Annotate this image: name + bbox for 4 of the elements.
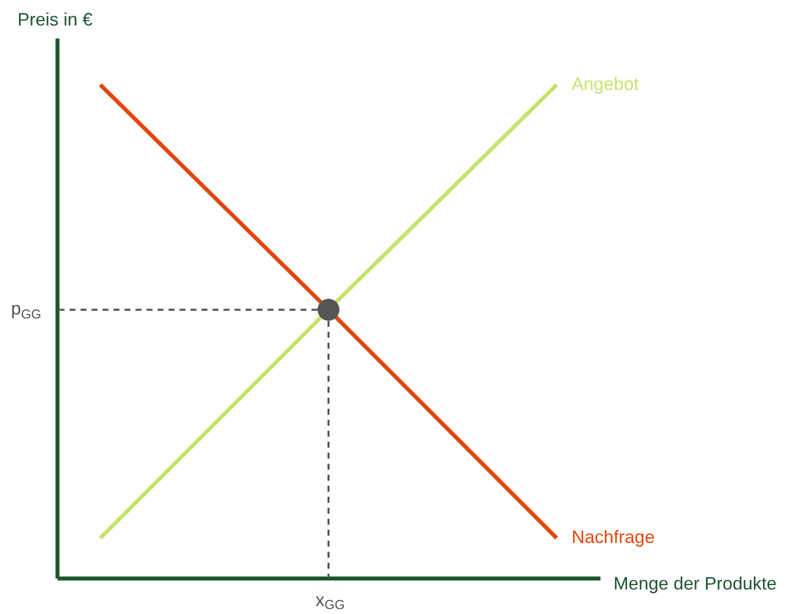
y-axis-title: Preis in € (18, 10, 93, 30)
series-label: Angebot (572, 74, 639, 94)
series-label: Nachfrage (572, 527, 655, 548)
x-axis-title: Menge der Produkte (614, 574, 777, 594)
